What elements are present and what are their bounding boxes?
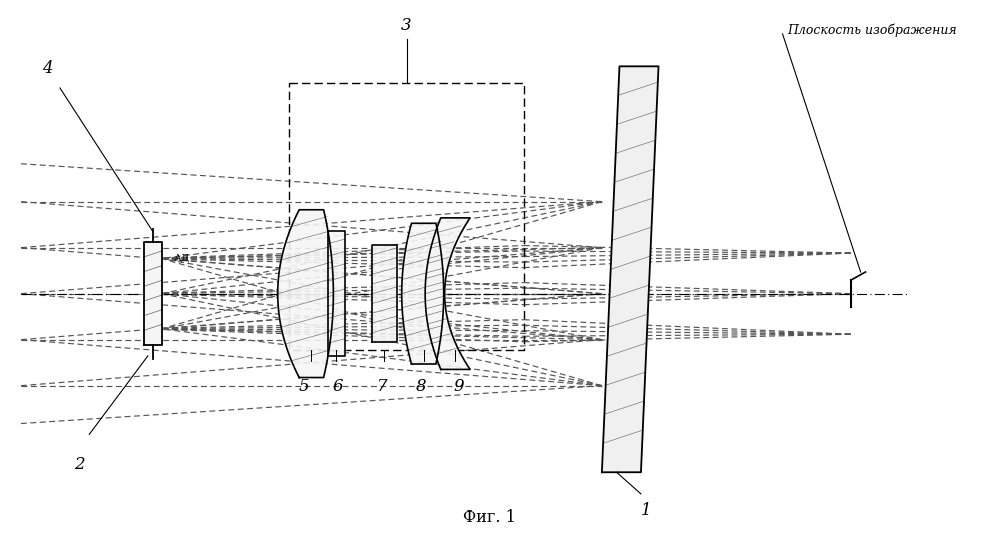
Text: 5: 5 — [298, 378, 309, 394]
Text: 7: 7 — [377, 378, 387, 394]
Text: 4: 4 — [42, 60, 53, 77]
Text: 8: 8 — [416, 378, 426, 394]
Polygon shape — [425, 218, 470, 369]
Text: 2: 2 — [74, 456, 85, 473]
Text: Фиг. 1: Фиг. 1 — [463, 509, 516, 527]
Text: 9: 9 — [453, 378, 464, 394]
Text: 6: 6 — [333, 378, 343, 394]
Polygon shape — [602, 66, 659, 472]
Polygon shape — [402, 223, 444, 364]
Text: 3: 3 — [401, 17, 412, 34]
Text: Плоскость изображения: Плоскость изображения — [787, 23, 957, 36]
Polygon shape — [372, 245, 397, 342]
Polygon shape — [327, 231, 345, 356]
Text: АД: АД — [175, 254, 191, 263]
Polygon shape — [277, 210, 333, 378]
Polygon shape — [144, 242, 162, 345]
Text: 1: 1 — [641, 502, 651, 519]
